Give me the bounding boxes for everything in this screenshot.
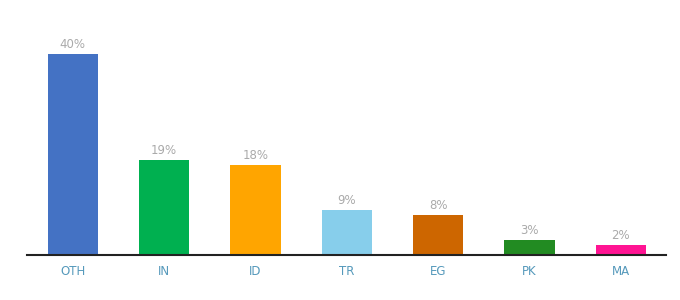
Text: 8%: 8% [429, 199, 447, 212]
Text: 3%: 3% [520, 224, 539, 237]
Bar [413, 215, 463, 255]
Bar [231, 165, 281, 255]
Bar [505, 240, 554, 255]
Text: 40%: 40% [60, 38, 86, 51]
Text: 19%: 19% [151, 144, 177, 157]
Text: 18%: 18% [243, 148, 269, 162]
Bar [322, 210, 372, 255]
Bar [596, 245, 646, 255]
Bar [139, 160, 189, 255]
Text: 9%: 9% [337, 194, 356, 207]
Text: 2%: 2% [611, 229, 630, 242]
Bar [48, 54, 98, 255]
